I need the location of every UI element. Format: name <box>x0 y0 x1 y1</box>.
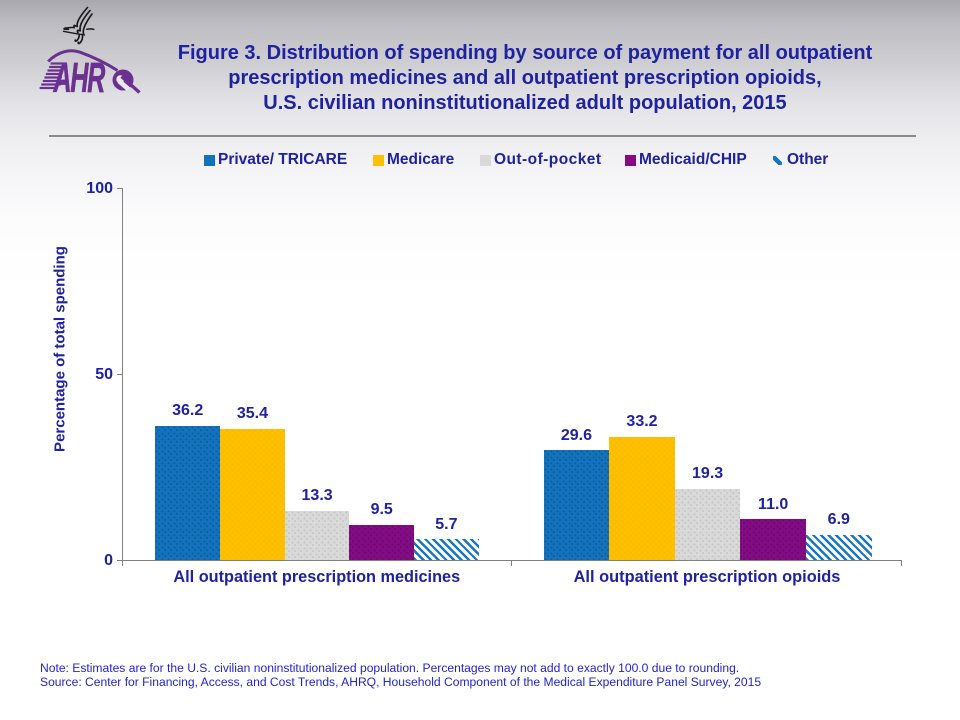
svg-text:AHR: AHR <box>53 56 106 102</box>
